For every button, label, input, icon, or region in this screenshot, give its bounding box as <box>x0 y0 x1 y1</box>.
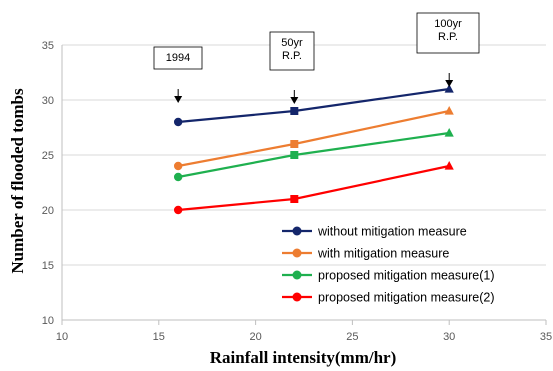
data-point-1-0 <box>173 161 183 171</box>
data-point-0-2 <box>444 84 454 93</box>
x-tick-label: 25 <box>346 331 358 343</box>
legend-label-2: proposed mitigation measure(1) <box>318 269 494 283</box>
axes <box>61 45 547 325</box>
y-tick-label: 20 <box>42 205 54 217</box>
series-line-0 <box>178 87 450 124</box>
y-tick-label: 10 <box>42 315 54 327</box>
y-tick-label: 15 <box>42 260 54 272</box>
annotation-text: 100yr <box>434 18 462 30</box>
y-tick-labels: 10 15 20 25 30 35 <box>42 40 54 327</box>
annotation-text: R.P. <box>282 50 302 62</box>
data-point-2-2 <box>444 128 454 137</box>
annotation-box <box>269 31 315 71</box>
legend-label-0: without mitigation measure <box>317 225 467 239</box>
legend-marker-3 <box>292 292 302 302</box>
annotation-arrow-head <box>290 97 299 104</box>
annotation-text: R.P. <box>438 31 458 43</box>
x-tick-label: 15 <box>153 331 165 343</box>
x-tick-labels: 10 15 20 25 30 35 <box>56 331 552 343</box>
data-point-0-0 <box>173 117 183 127</box>
x-tick-label: 20 <box>249 331 261 343</box>
y-tick-label: 25 <box>42 150 54 162</box>
annotation-arrow-head <box>445 80 454 87</box>
legend-label-3: proposed mitigation measure(2) <box>318 291 494 305</box>
x-tick-label: 30 <box>443 331 455 343</box>
y-tick-label: 35 <box>42 40 54 52</box>
legend: without mitigation measure with mitigatio… <box>282 225 494 305</box>
legend-marker-0 <box>292 226 302 236</box>
series-group <box>173 84 454 215</box>
annotation-text: 50yr <box>281 37 303 49</box>
legend-marker-2 <box>292 270 302 280</box>
y-tick-label: 30 <box>42 95 54 107</box>
data-point-1-2 <box>444 106 454 115</box>
annotation-text: 1994 <box>166 52 190 64</box>
data-point-2-0 <box>173 172 183 182</box>
annotation-box <box>153 46 203 70</box>
x-axis-label: Rainfall intensity(mm/hr) <box>210 348 397 367</box>
legend-marker-1 <box>292 248 302 258</box>
data-point-1-1 <box>290 140 299 148</box>
series-line-3 <box>178 164 450 212</box>
data-point-3-1 <box>290 195 299 203</box>
x-tick-label: 35 <box>540 331 552 343</box>
data-point-3-0 <box>173 205 183 215</box>
legend-label-1: with mitigation measure <box>317 247 449 261</box>
annotation-box <box>416 12 480 54</box>
data-point-2-1 <box>290 151 299 159</box>
annotation-arrow-head <box>174 96 183 103</box>
y-axis-label: Number of flooded tombs <box>8 88 27 274</box>
x-tick-label: 10 <box>56 331 68 343</box>
data-point-0-1 <box>290 107 299 115</box>
data-point-3-2 <box>444 161 454 170</box>
